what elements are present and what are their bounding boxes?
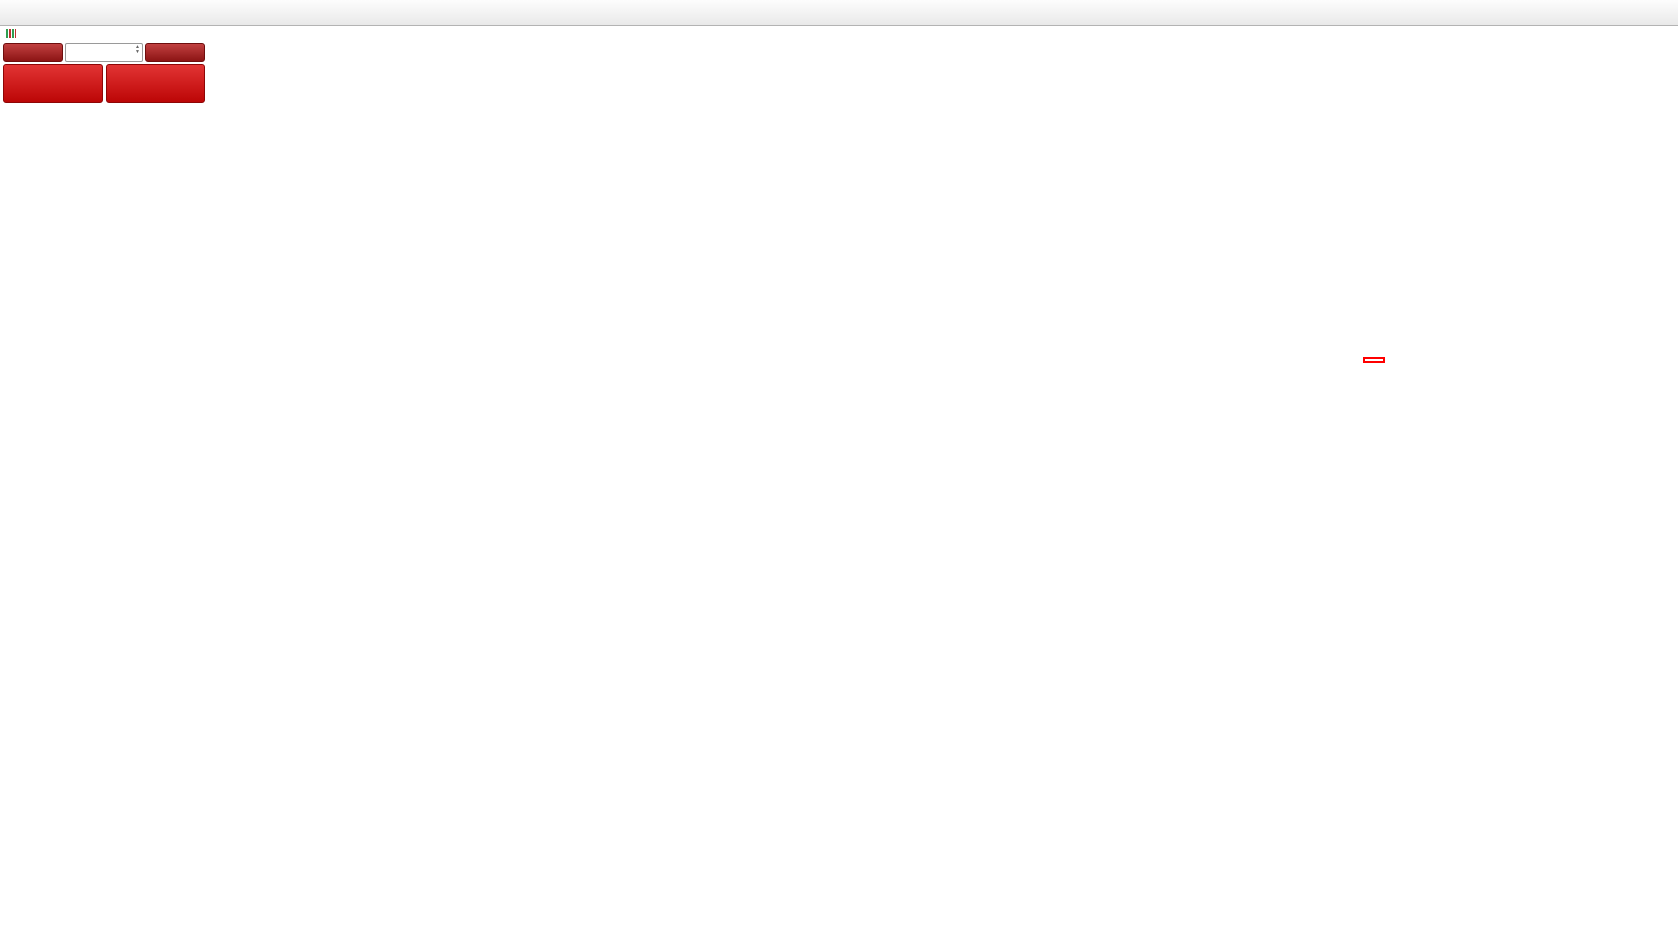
rsi-indicator-label bbox=[6, 704, 10, 715]
main-toolbar bbox=[0, 0, 1678, 26]
one-click-trading-panel: ▲ ▼ bbox=[3, 43, 205, 103]
volume-input[interactable]: ▲ ▼ bbox=[65, 43, 143, 62]
spinner-up-icon[interactable]: ▲ bbox=[135, 44, 140, 50]
chart-tab-icon bbox=[6, 29, 16, 38]
buy-price-box[interactable] bbox=[105, 64, 205, 103]
volume-spinner[interactable]: ▲ ▼ bbox=[135, 45, 140, 55]
support-price-label bbox=[1363, 357, 1385, 363]
sell-button[interactable] bbox=[3, 43, 63, 62]
macd-indicator-label bbox=[6, 546, 14, 557]
sell-price-box[interactable] bbox=[3, 64, 103, 103]
spinner-down-icon[interactable]: ▼ bbox=[135, 49, 140, 55]
buy-button[interactable] bbox=[145, 43, 205, 62]
chart-title-ohlc bbox=[6, 29, 20, 38]
